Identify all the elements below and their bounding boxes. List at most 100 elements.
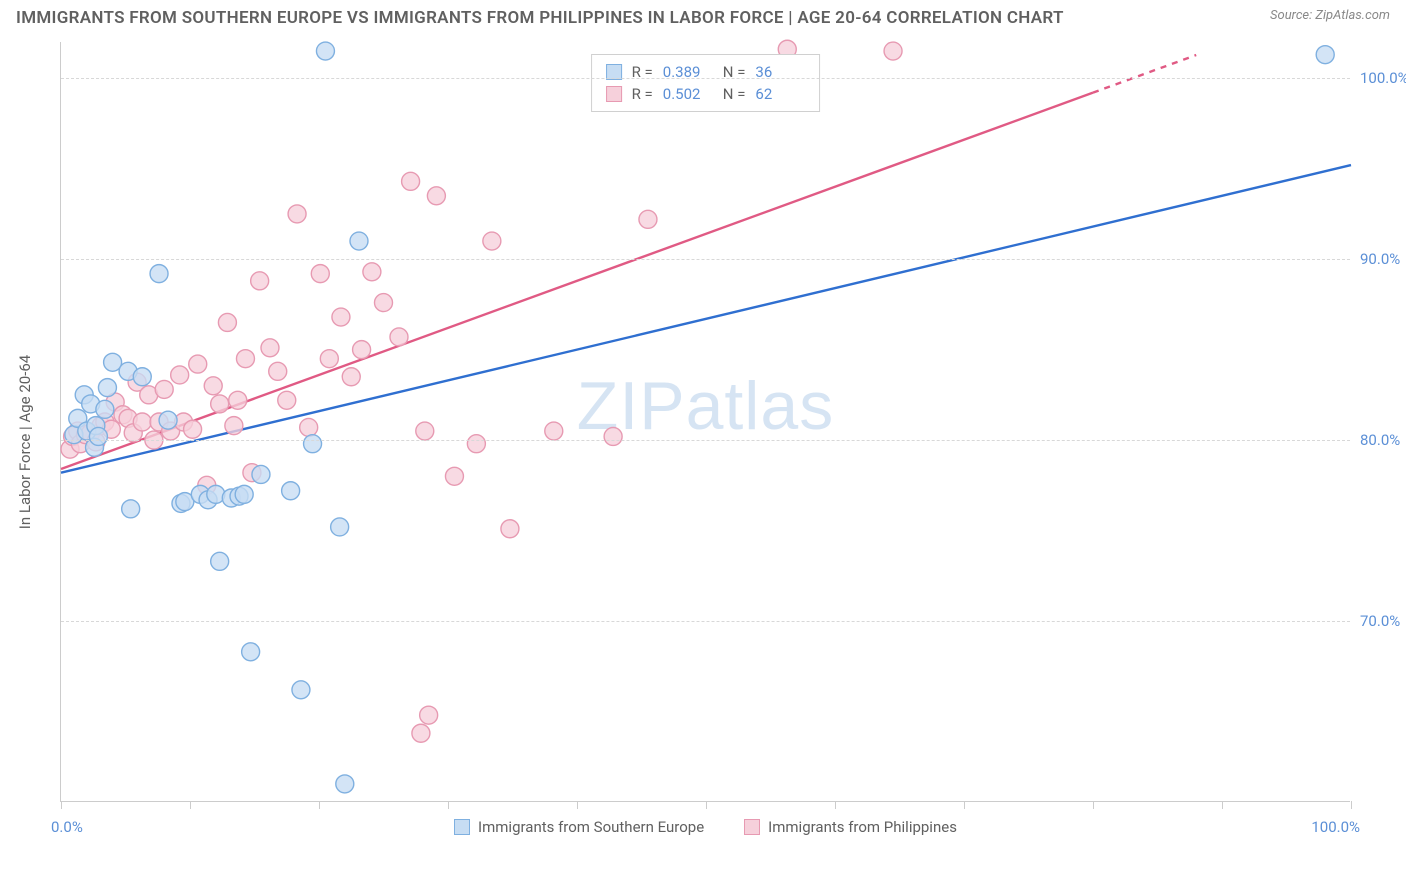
scatter-point (150, 265, 168, 283)
scatter-point (288, 205, 306, 223)
legend-stat-row: R = 0.502 N = 62 (606, 83, 806, 105)
y-axis-title: In Labor Force | Age 20-64 (16, 355, 34, 529)
scatter-point (155, 380, 173, 398)
scatter-point (211, 552, 229, 570)
scatter-point (229, 391, 247, 409)
y-tick-label: 70.0% (1360, 612, 1406, 630)
scatter-point (159, 411, 177, 429)
scatter-point (320, 350, 338, 368)
scatter-point (225, 417, 243, 435)
scatter-point (353, 341, 371, 359)
scatter-point (604, 427, 622, 445)
legend-stats-box: R =0.389N =36 R = 0.502 N = 62 (591, 54, 821, 112)
gridline-h (61, 259, 1350, 260)
plot-area: ZIPatlas R =0.389N =36R =0.502N =62 0.0%… (60, 42, 1350, 802)
legend-swatch (606, 86, 622, 102)
scatter-point (545, 422, 563, 440)
scatter-point (122, 500, 140, 518)
scatter-point (501, 520, 519, 538)
scatter-point (252, 465, 270, 483)
scatter-point (445, 467, 463, 485)
scatter-point (282, 482, 300, 500)
scatter-point (292, 681, 310, 699)
scatter-point (350, 232, 368, 250)
x-tick (577, 801, 578, 809)
y-tick-label: 90.0% (1360, 250, 1406, 268)
chart-title: IMMIGRANTS FROM SOUTHERN EUROPE VS IMMIG… (16, 8, 1064, 28)
plot-svg (61, 42, 1350, 801)
scatter-point (420, 706, 438, 724)
y-tick-label: 100.0% (1360, 69, 1406, 87)
legend-series-label: Immigrants from Southern Europe (478, 818, 704, 836)
scatter-point (336, 775, 354, 793)
legend-series-item: Immigrants from Southern Europe (454, 818, 704, 836)
scatter-point (639, 210, 657, 228)
x-tick (1093, 801, 1094, 809)
legend-swatch (454, 819, 470, 835)
legend-r-value: 0.502 (663, 85, 713, 103)
legend-swatch (744, 819, 760, 835)
scatter-point (375, 294, 393, 312)
scatter-point (331, 518, 349, 536)
scatter-point (412, 724, 430, 742)
scatter-point (89, 427, 107, 445)
scatter-point (884, 42, 902, 60)
scatter-point (304, 435, 322, 453)
x-tick (190, 801, 191, 809)
legend-stat-row: R =0.389N =36 (606, 61, 806, 83)
legend-series-label: Immigrants from Philippines (768, 818, 957, 836)
scatter-point (242, 643, 260, 661)
x-tick (1351, 801, 1352, 809)
x-tick (706, 801, 707, 809)
scatter-point (416, 422, 434, 440)
x-tick (964, 801, 965, 809)
scatter-point (204, 377, 222, 395)
legend-n-label: N = (723, 85, 746, 103)
trend-line (61, 165, 1351, 473)
scatter-point (278, 391, 296, 409)
scatter-point (218, 313, 236, 331)
scatter-point (171, 366, 189, 384)
chart-source: Source: ZipAtlas.com (1270, 8, 1390, 23)
scatter-point (332, 308, 350, 326)
scatter-point (96, 400, 114, 418)
scatter-point (467, 435, 485, 453)
scatter-point (342, 368, 360, 386)
trend-line (1093, 55, 1196, 93)
scatter-point (316, 42, 334, 60)
legend-series-item: Immigrants from Philippines (744, 818, 957, 836)
scatter-point (189, 355, 207, 373)
x-tick (835, 801, 836, 809)
scatter-point (363, 263, 381, 281)
x-tick (319, 801, 320, 809)
scatter-point (184, 420, 202, 438)
scatter-point (236, 350, 254, 368)
scatter-point (133, 413, 151, 431)
legend-series: Immigrants from Southern Europe Immigrant… (61, 818, 1350, 836)
scatter-point (483, 232, 501, 250)
legend-n-value: 62 (755, 85, 805, 103)
x-tick (61, 801, 62, 809)
scatter-point (390, 328, 408, 346)
gridline-h (61, 621, 1350, 622)
chart-container: In Labor Force | Age 20-64 ZIPatlas R =0… (60, 42, 1386, 842)
scatter-point (251, 272, 269, 290)
chart-header: IMMIGRANTS FROM SOUTHERN EUROPE VS IMMIG… (0, 0, 1406, 32)
scatter-point (300, 418, 318, 436)
gridline-h (61, 440, 1350, 441)
x-tick (448, 801, 449, 809)
scatter-point (235, 485, 253, 503)
scatter-point (269, 362, 287, 380)
scatter-point (402, 172, 420, 190)
scatter-point (311, 265, 329, 283)
y-tick-label: 80.0% (1360, 431, 1406, 449)
x-tick (1222, 801, 1223, 809)
scatter-point (98, 379, 116, 397)
scatter-point (211, 395, 229, 413)
gridline-h (61, 78, 1350, 79)
scatter-point (133, 368, 151, 386)
scatter-point (427, 187, 445, 205)
legend-r-label: R = (632, 85, 653, 103)
scatter-point (261, 339, 279, 357)
scatter-point (1316, 46, 1334, 64)
